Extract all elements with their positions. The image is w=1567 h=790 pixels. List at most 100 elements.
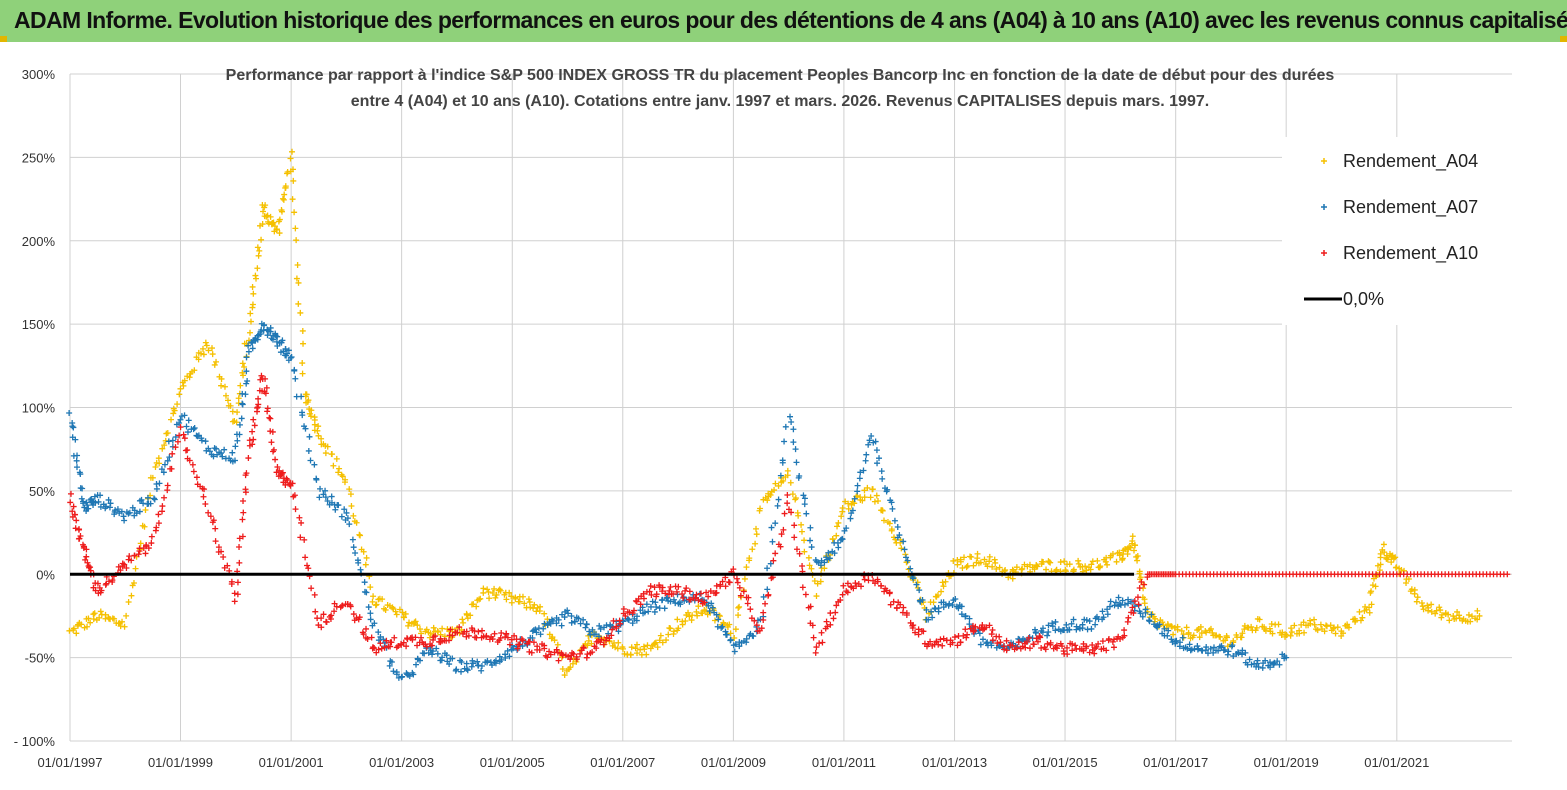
data-point <box>1047 559 1054 566</box>
data-point <box>1087 566 1094 573</box>
data-point <box>723 631 730 638</box>
data-point <box>184 429 191 436</box>
data-point <box>243 470 250 477</box>
data-point <box>586 628 593 635</box>
data-point <box>362 561 369 568</box>
data-point <box>904 557 911 564</box>
data-point <box>893 605 900 612</box>
data-point <box>1083 617 1090 624</box>
data-point <box>211 361 218 368</box>
x-tick-label: 01/01/2013 <box>922 755 987 770</box>
data-point <box>825 549 832 556</box>
data-point <box>525 596 532 603</box>
corner-mark-top-left <box>0 36 7 43</box>
data-point <box>1082 645 1089 652</box>
data-point <box>331 608 338 615</box>
data-point <box>335 502 342 509</box>
data-point <box>1368 601 1375 608</box>
data-point <box>675 583 682 590</box>
data-point <box>613 623 620 630</box>
data-point <box>1176 643 1183 650</box>
data-point <box>813 644 820 651</box>
data-point <box>1253 624 1260 631</box>
data-point <box>780 526 787 533</box>
data-point <box>405 622 412 629</box>
data-point <box>1064 651 1071 658</box>
data-point <box>301 536 308 543</box>
data-point <box>1230 653 1237 660</box>
data-point <box>901 546 908 553</box>
data-point <box>1115 594 1122 601</box>
data-point <box>1099 608 1106 615</box>
data-point <box>1069 641 1076 648</box>
data-point <box>942 578 949 585</box>
data-point <box>1288 629 1295 636</box>
legend-label: Rendement_A04 <box>1343 151 1478 172</box>
data-point <box>298 393 305 400</box>
data-point <box>95 498 102 505</box>
data-point <box>279 469 286 476</box>
data-point <box>103 503 110 510</box>
data-point <box>459 616 466 623</box>
data-point <box>281 191 288 198</box>
data-point <box>640 590 647 597</box>
data-point <box>372 602 379 609</box>
data-point <box>602 637 609 644</box>
data-point <box>314 427 321 434</box>
data-point <box>375 646 382 653</box>
data-point <box>87 564 94 571</box>
data-point <box>888 526 895 533</box>
data-point <box>382 606 389 613</box>
data-point <box>753 531 760 538</box>
data-point <box>176 391 183 398</box>
data-point <box>1049 623 1056 630</box>
data-point <box>302 391 309 398</box>
data-point <box>878 468 885 475</box>
data-point <box>803 510 810 517</box>
data-point <box>1184 645 1191 652</box>
data-point <box>1377 561 1384 568</box>
y-axis-ticks: 300% 250% 200% 150% 100% 50% 0% -50% - 100% <box>14 67 56 749</box>
data-point <box>920 628 927 635</box>
data-point <box>1032 629 1039 636</box>
data-point <box>843 525 850 532</box>
data-point <box>338 513 345 520</box>
data-point <box>703 589 710 596</box>
data-point <box>730 566 737 573</box>
data-point <box>731 648 738 655</box>
data-point <box>1059 643 1066 650</box>
data-point <box>859 497 866 504</box>
data-point <box>662 590 669 597</box>
data-point <box>148 533 155 540</box>
data-point <box>274 464 281 471</box>
data-point <box>743 564 750 571</box>
data-point <box>955 605 962 612</box>
data-point <box>889 505 896 512</box>
data-point <box>292 375 299 382</box>
data-point <box>311 591 318 598</box>
data-point <box>1300 619 1307 626</box>
data-point <box>352 550 359 557</box>
data-point <box>1119 597 1126 604</box>
data-point <box>940 583 947 590</box>
data-point <box>119 618 126 625</box>
data-point <box>145 545 152 552</box>
data-point <box>961 554 968 561</box>
data-point <box>862 457 869 464</box>
x-tick-label: 01/01/2009 <box>701 755 766 770</box>
data-point <box>307 457 314 464</box>
data-point <box>1196 634 1203 641</box>
data-point <box>412 618 419 625</box>
legend-marker <box>1321 158 1327 164</box>
data-point <box>876 455 883 462</box>
data-point <box>910 575 917 582</box>
data-point <box>169 450 176 457</box>
data-point <box>375 637 382 644</box>
data-point <box>811 578 818 585</box>
data-point <box>701 599 708 606</box>
data-point <box>1082 563 1089 570</box>
data-point <box>781 510 788 517</box>
data-point <box>706 607 713 614</box>
data-point <box>1254 660 1261 667</box>
data-point <box>794 509 801 516</box>
